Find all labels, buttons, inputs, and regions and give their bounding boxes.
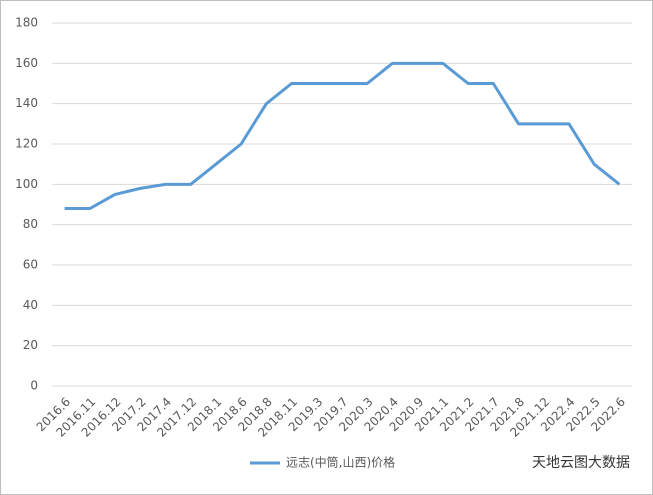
y-tick-label: 0 (30, 379, 38, 393)
y-tick-label: 60 (23, 258, 38, 272)
series-line (64, 61, 621, 211)
y-tick-label: 20 (23, 338, 38, 352)
y-tick-label: 160 (15, 56, 38, 70)
y-tick-label: 140 (15, 96, 38, 110)
legend-label: 远志(中筒,山西)价格 (286, 455, 395, 470)
watermark: 天地云图大数据 (532, 455, 630, 471)
y-tick-label: 40 (23, 298, 38, 312)
y-tick-label: 100 (15, 177, 38, 191)
y-tick-label: 180 (15, 16, 38, 30)
y-tick-label: 80 (23, 217, 38, 231)
y-tick-label: 120 (15, 137, 38, 151)
